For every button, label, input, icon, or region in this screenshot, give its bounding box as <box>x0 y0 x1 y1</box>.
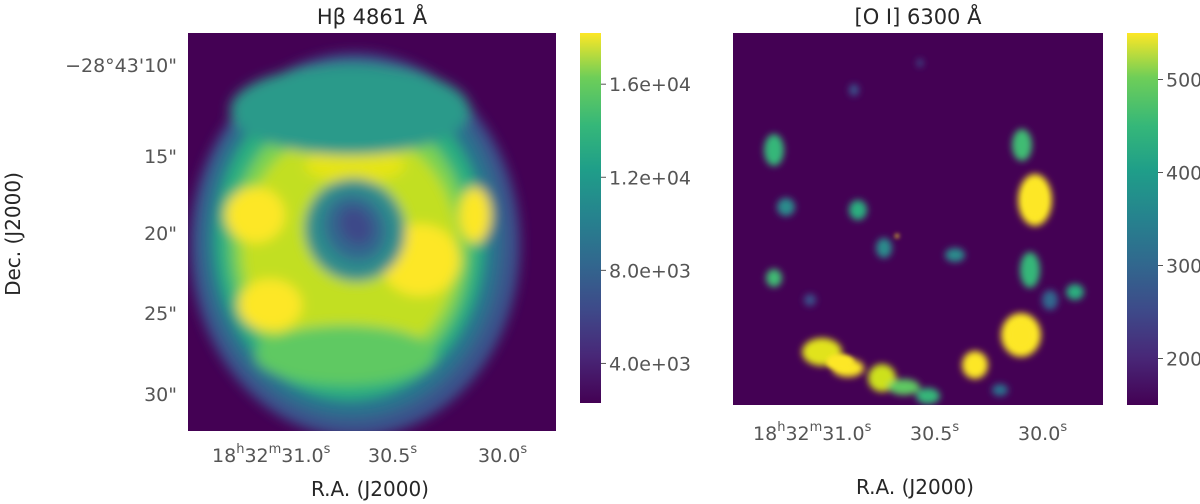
colorbar-tick-label: 400 <box>1166 163 1200 185</box>
colorbar-tick-label: 4.0e+03 <box>609 353 691 375</box>
x-tick-label: 18h32m31.0s <box>212 442 331 467</box>
hbeta-x-axis: 18h32m31.0s 30.5s 30.0s <box>212 442 527 467</box>
hbeta-title: Hβ 4861 Å <box>317 3 428 29</box>
y-tick-label: 15" <box>144 146 177 168</box>
colorbar-gradient <box>580 33 601 403</box>
hbeta-y-label: Dec. (J2000) <box>1 172 25 296</box>
y-tick-label: 20" <box>144 223 177 245</box>
y-tick-label: −28°43'10" <box>65 55 177 77</box>
oi-colorbar: 200 300 400 500 <box>1127 33 1200 405</box>
hbeta-x-label: R.A. (J2000) <box>311 477 429 501</box>
hbeta-y-axis: −28°43'10" 15" 20" 25" 30" <box>65 55 177 406</box>
hbeta-panel: Hβ 4861 Å <box>1 3 691 501</box>
colorbar-tick-label: 500 <box>1166 70 1200 92</box>
hbeta-image <box>188 33 556 431</box>
oi-title: [O I] 6300 Å <box>855 3 983 29</box>
colorbar-tick-label: 8.0e+03 <box>609 260 691 282</box>
colorbar-tick-label: 1.2e+04 <box>609 167 691 189</box>
y-tick-label: 25" <box>144 303 177 325</box>
colorbar-gradient <box>1127 33 1158 405</box>
hbeta-colorbar: 4.0e+03 8.0e+03 1.2e+04 1.6e+04 <box>580 33 691 403</box>
oi-panel: [O I] 6300 Å <box>733 3 1200 499</box>
colorbar-tick-label: 1.6e+04 <box>609 74 691 96</box>
x-tick-label: 30.5s <box>910 420 959 445</box>
oi-x-axis: 18h32m31.0s 30.5s 30.0s <box>753 420 1067 445</box>
y-tick-label: 30" <box>144 384 177 406</box>
oi-image <box>733 33 1103 405</box>
x-tick-label: 18h32m31.0s <box>753 420 872 445</box>
colorbar-tick-label: 300 <box>1166 256 1200 278</box>
x-tick-label: 30.5s <box>368 442 417 467</box>
x-tick-label: 30.0s <box>478 442 527 467</box>
x-tick-label: 30.0s <box>1018 420 1067 445</box>
oi-x-label: R.A. (J2000) <box>856 475 974 499</box>
colorbar-tick-label: 200 <box>1166 349 1200 371</box>
